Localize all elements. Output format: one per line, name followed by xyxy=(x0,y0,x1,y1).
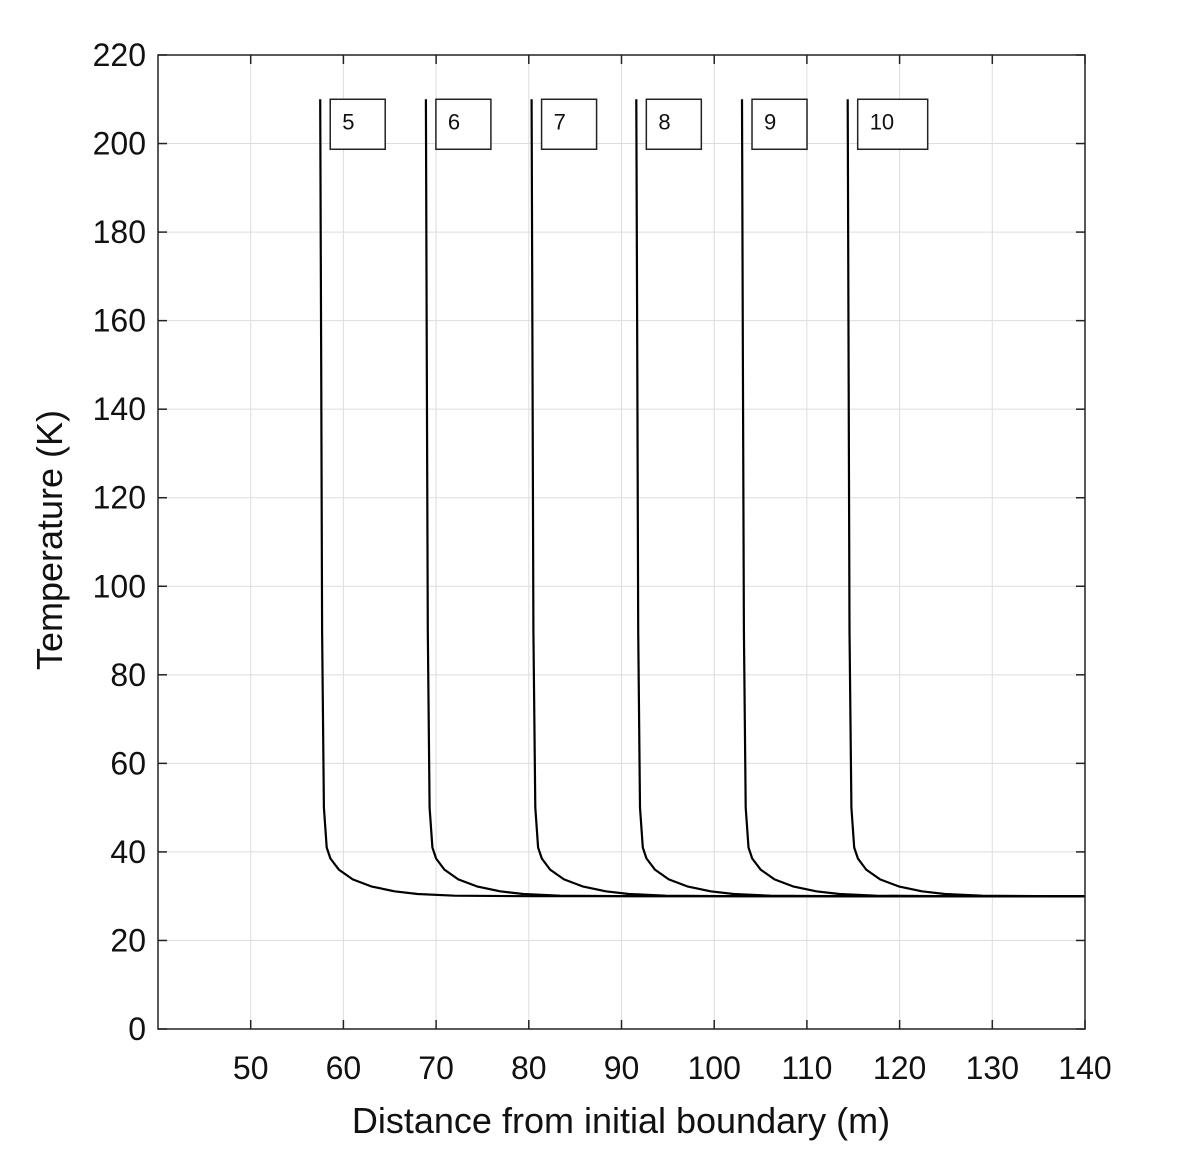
series-label-box xyxy=(856,98,929,151)
series-label-5: 5 xyxy=(342,109,354,134)
x-tick-label: 60 xyxy=(326,1050,362,1086)
y-tick-label: 200 xyxy=(93,126,146,162)
series-line-10 xyxy=(846,99,1085,898)
y-tick-label: 20 xyxy=(110,922,146,958)
series-label-box xyxy=(751,98,808,151)
y-tick-label: 60 xyxy=(110,745,146,781)
series-label-box xyxy=(329,98,386,151)
series-label-box xyxy=(645,98,703,151)
y-tick-label: 140 xyxy=(93,391,146,427)
x-tick-label: 110 xyxy=(781,1050,832,1086)
x-tick-label: 140 xyxy=(1058,1050,1111,1086)
x-tick-label: 90 xyxy=(604,1050,640,1086)
y-tick-label: 180 xyxy=(93,214,146,250)
x-tick-label: 100 xyxy=(688,1050,741,1086)
y-axis-label: Temperature (K) xyxy=(29,410,70,670)
series-line-5 xyxy=(319,99,1085,898)
y-tick-label: 0 xyxy=(128,1011,146,1047)
series-label-8: 8 xyxy=(658,109,670,134)
series-line-7 xyxy=(530,99,1085,898)
x-tick-label: 70 xyxy=(418,1050,454,1086)
y-tick-label: 120 xyxy=(93,480,146,516)
x-tick-label: 120 xyxy=(873,1050,926,1086)
series-group xyxy=(319,99,1085,898)
series-label-7: 7 xyxy=(554,109,566,134)
series-label-6: 6 xyxy=(448,109,460,134)
series-label-10: 10 xyxy=(870,109,894,134)
series-label-box xyxy=(435,98,492,151)
y-tick-label: 100 xyxy=(93,568,146,604)
y-tick-label: 220 xyxy=(93,37,146,73)
ticks: 50 60 70 80 90 100 110 120 130 140 0 20 40 60 80 100 120… xyxy=(93,37,1112,1086)
y-tick-label: 160 xyxy=(93,303,146,339)
series-labels: 5 6 7 8 9 10 xyxy=(329,98,929,151)
series-line-8 xyxy=(635,99,1085,898)
x-tick-label: 50 xyxy=(233,1050,269,1086)
y-tick-label: 40 xyxy=(110,834,146,870)
series-line-6 xyxy=(424,99,1085,898)
x-tick-label: 80 xyxy=(511,1050,547,1086)
series-label-box xyxy=(540,98,598,151)
y-tick-label: 80 xyxy=(110,657,146,693)
series-line-9 xyxy=(740,99,1085,898)
series-label-9: 9 xyxy=(764,109,776,134)
x-tick-label: 130 xyxy=(966,1050,1019,1086)
grid xyxy=(158,54,1086,1030)
x-axis-label: Distance from initial boundary (m) xyxy=(352,1100,890,1141)
